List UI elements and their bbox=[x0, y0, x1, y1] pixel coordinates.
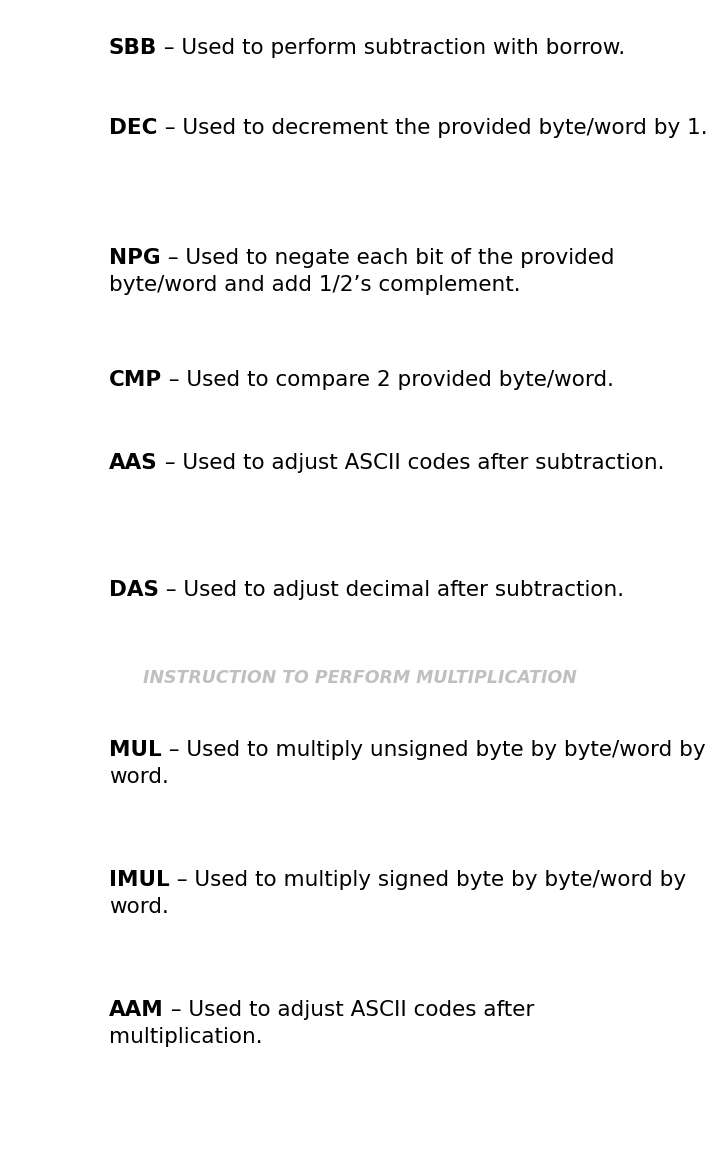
Text: CMP: CMP bbox=[109, 370, 162, 390]
Text: IMUL: IMUL bbox=[109, 870, 170, 890]
Text: – Used to decrement the provided byte/word by 1.: – Used to decrement the provided byte/wo… bbox=[157, 118, 707, 138]
Text: AAS: AAS bbox=[109, 453, 157, 473]
Text: – Used to multiply unsigned byte by byte/word by: – Used to multiply unsigned byte by byte… bbox=[162, 740, 705, 760]
Text: – Used to negate each bit of the provided: – Used to negate each bit of the provide… bbox=[160, 248, 614, 268]
Text: word.: word. bbox=[109, 767, 169, 787]
Text: MUL: MUL bbox=[109, 740, 162, 760]
Text: NPG: NPG bbox=[109, 248, 160, 268]
Text: SBB: SBB bbox=[109, 37, 157, 59]
Text: byte/word and add 1/2’s complement.: byte/word and add 1/2’s complement. bbox=[109, 275, 521, 295]
Text: – Used to perform subtraction with borrow.: – Used to perform subtraction with borro… bbox=[157, 37, 626, 59]
Text: – Used to compare 2 provided byte/word.: – Used to compare 2 provided byte/word. bbox=[162, 370, 614, 390]
Text: DAS: DAS bbox=[109, 580, 159, 600]
Text: – Used to multiply signed byte by byte/word by: – Used to multiply signed byte by byte/w… bbox=[170, 870, 686, 890]
Text: – Used to adjust ASCII codes after subtraction.: – Used to adjust ASCII codes after subtr… bbox=[157, 453, 664, 473]
Text: multiplication.: multiplication. bbox=[109, 1027, 262, 1047]
Text: – Used to adjust decimal after subtraction.: – Used to adjust decimal after subtracti… bbox=[159, 580, 624, 600]
Text: AAM: AAM bbox=[109, 1000, 164, 1020]
Text: word.: word. bbox=[109, 897, 169, 917]
Text: INSTRUCTION TO PERFORM MULTIPLICATION: INSTRUCTION TO PERFORM MULTIPLICATION bbox=[142, 669, 577, 687]
Text: DEC: DEC bbox=[109, 118, 157, 138]
Text: – Used to adjust ASCII codes after: – Used to adjust ASCII codes after bbox=[164, 1000, 534, 1020]
